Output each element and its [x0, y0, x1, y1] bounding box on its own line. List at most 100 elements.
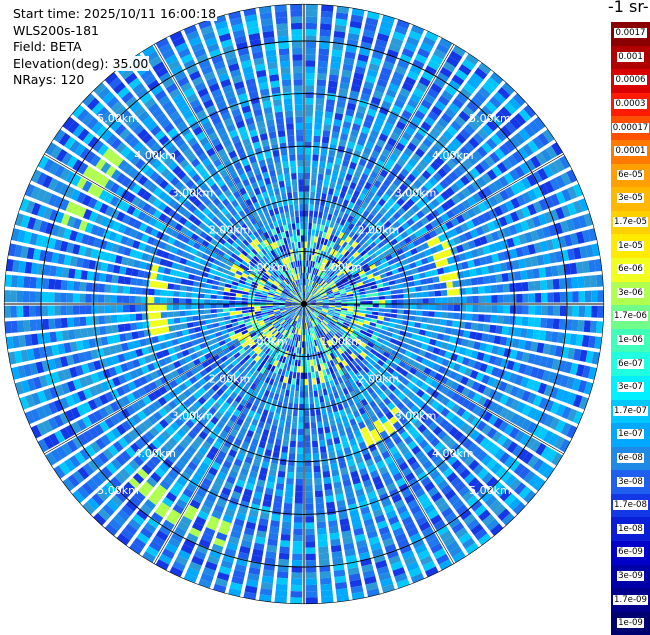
range-gate-cell [182, 329, 189, 335]
range-gate-cell [306, 341, 308, 347]
range-gate-cell [329, 182, 335, 189]
range-gate-cell [534, 317, 541, 327]
range-gate-cell [317, 80, 326, 87]
range-gate-cell [305, 192, 310, 198]
range-gate-cell [370, 285, 377, 289]
range-gate-cell [204, 309, 211, 313]
range-gate-cell [379, 308, 385, 312]
range-gate-cell [503, 284, 510, 293]
range-gate-cell [316, 415, 321, 422]
range-gate-cell [448, 305, 454, 311]
range-gate-cell [217, 295, 223, 299]
range-gate-cell [104, 284, 111, 292]
range-gate-cell [305, 92, 314, 98]
range-gate-cell [223, 300, 229, 303]
range-gate-cell [332, 475, 340, 482]
range-gate-cell [360, 295, 367, 298]
range-gate-cell [136, 279, 143, 286]
range-gate-cell [236, 290, 243, 294]
range-gate-cell [472, 287, 479, 294]
range-gate-cell [276, 483, 284, 490]
range-gate-cell [305, 522, 314, 528]
range-gate-cell [313, 453, 320, 460]
range-gate-cell [308, 223, 312, 229]
range-gate-cell [318, 61, 328, 68]
range-gate-cell [330, 539, 340, 546]
range-gate-cell [315, 230, 319, 237]
range-gate-cell [217, 313, 224, 317]
range-gate-cell [364, 317, 371, 321]
range-gate-cell [324, 395, 329, 402]
range-gate-cell [230, 315, 237, 319]
range-gate-cell [408, 321, 415, 326]
range-gate-cell [280, 452, 287, 459]
range-gate-cell [325, 495, 334, 502]
range-gate-cell [99, 273, 106, 282]
range-gate-cell [220, 277, 227, 282]
range-gate-cell [125, 267, 132, 275]
range-gate-cell [130, 323, 137, 331]
range-gate-cell [242, 313, 249, 316]
range-gate-cell [551, 265, 559, 276]
range-gate-cell [296, 379, 300, 385]
range-gate-cell [541, 305, 547, 315]
range-gate-cell [411, 268, 418, 274]
range-gate-cell [441, 290, 448, 296]
range-gate-cell [291, 585, 303, 592]
range-gate-cell [223, 312, 230, 316]
range-gate-cell [294, 366, 297, 373]
range-gate-cell [317, 522, 326, 529]
range-gate-cell [333, 119, 341, 126]
range-gate-cell [319, 205, 324, 212]
range-gate-cell [313, 142, 320, 149]
range-gate-cell [280, 458, 287, 465]
range-gate-cell [293, 372, 297, 379]
range-gate-cell [92, 305, 98, 314]
range-gate-cell [148, 305, 154, 311]
range-gate-cell [68, 268, 75, 278]
range-gate-cell [179, 311, 186, 316]
range-gate-cell [192, 305, 198, 310]
range-gate-cell [170, 332, 177, 339]
range-gate-cell [292, 416, 297, 423]
range-gate-cell [508, 327, 515, 336]
range-gate-cell [280, 414, 286, 421]
range-gate-cell [375, 324, 382, 329]
range-gate-cell [305, 504, 313, 510]
range-gate-cell [307, 242, 310, 248]
range-gate-cell [391, 305, 397, 309]
range-gate-cell [142, 296, 148, 303]
range-gate-cell [265, 551, 276, 559]
range-gate-cell [330, 463, 338, 470]
range-gate-cell [61, 318, 68, 328]
range-gate-cell [458, 321, 465, 328]
range-gate-cell [324, 483, 332, 490]
range-gate-cell [142, 313, 149, 320]
range-gate-cell [311, 428, 317, 435]
range-gate-cell [229, 304, 235, 307]
range-gate-cell [305, 535, 315, 541]
range-gate-cell [60, 293, 66, 303]
range-gate-cell [274, 393, 280, 400]
range-gate-cell [429, 298, 435, 303]
range-gate-cell [305, 497, 313, 503]
range-gate-cell [326, 439, 333, 446]
range-gate-cell [289, 397, 294, 404]
range-gate-cell [326, 162, 333, 169]
range-gate-cell [397, 309, 404, 313]
range-gate-cell [148, 297, 154, 303]
range-gate-cell [446, 320, 453, 327]
range-gate-cell [306, 42, 317, 49]
range-gate-cell [136, 287, 143, 294]
range-gate-cell [248, 301, 254, 303]
range-gate-cell [311, 186, 316, 193]
range-gate-cell [92, 283, 99, 292]
range-gate-cell [354, 304, 360, 306]
range-gate-cell [335, 306, 341, 308]
range-gate-cell [466, 305, 472, 312]
range-gate-cell [554, 305, 561, 315]
range-gate-cell [173, 298, 179, 303]
range-gate-cell [413, 328, 420, 334]
range-gate-cell [275, 590, 287, 597]
range-gate-cell [293, 529, 302, 535]
